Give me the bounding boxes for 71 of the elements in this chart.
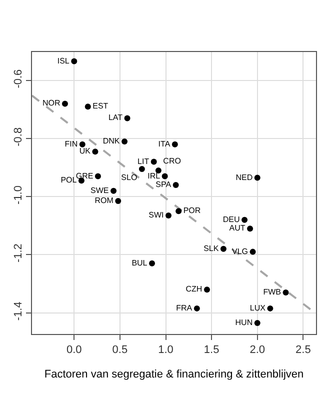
data-label: VLG — [232, 246, 248, 256]
data-label: SLO — [121, 172, 138, 182]
point — [176, 208, 182, 214]
data-label: ROM — [94, 196, 114, 205]
y-tick-label: -1.0 — [12, 185, 25, 204]
data-label: BUL — [132, 258, 148, 268]
point — [247, 226, 254, 232]
data-label: SWI — [148, 210, 164, 220]
point — [150, 158, 157, 165]
point — [250, 248, 256, 255]
point — [84, 104, 91, 110]
data-label: SWE — [90, 186, 109, 195]
point — [79, 141, 86, 148]
data-label: LUX — [250, 303, 266, 312]
point — [172, 182, 179, 188]
point — [267, 305, 274, 312]
point — [194, 305, 200, 312]
x-axis-title: Factoren van segregatie & financiering & zittenblijven — [44, 368, 304, 380]
data-label: GRE — [76, 171, 94, 180]
point — [172, 141, 178, 148]
point — [282, 289, 289, 296]
point — [254, 174, 260, 181]
data-label: CZH — [186, 284, 202, 294]
x-tick-label: 2.0 — [250, 344, 266, 356]
point — [220, 246, 226, 252]
point — [62, 100, 68, 107]
data-label: NED — [236, 172, 253, 182]
y-tick-label: -0.6 — [12, 69, 25, 88]
data-label: FRA — [176, 303, 193, 312]
x-tick-label: 1.5 — [204, 344, 220, 356]
x-tick-label: 2.5 — [296, 344, 311, 356]
data-label: AUT — [229, 224, 246, 233]
data-label: HUN — [235, 318, 253, 327]
data-label: FIN — [64, 139, 78, 148]
data-label: EST — [92, 102, 108, 111]
y-tick-label: -1.4 — [12, 302, 25, 321]
data-label: LAT — [108, 113, 123, 122]
data-label: DNK — [102, 136, 120, 146]
point — [254, 320, 260, 326]
point — [124, 115, 130, 122]
point — [92, 148, 98, 155]
data-label: LIT — [138, 156, 150, 166]
data-label: CRO — [163, 156, 181, 166]
point — [94, 173, 101, 180]
data-label: ITA — [158, 139, 171, 148]
data-label: POL — [60, 176, 78, 185]
point — [71, 58, 78, 64]
point — [149, 260, 156, 266]
point — [110, 188, 117, 194]
data-label: SLK — [204, 244, 220, 253]
point — [166, 212, 172, 219]
point — [155, 167, 162, 174]
y-tick-label: -0.8 — [12, 127, 25, 146]
data-label: UK — [79, 146, 92, 156]
point — [115, 198, 122, 204]
point — [122, 138, 128, 144]
data-label: DEU — [222, 214, 240, 224]
point — [162, 173, 168, 180]
point — [204, 286, 210, 293]
data-label: FWB — [263, 287, 282, 296]
data-label: POR — [183, 206, 201, 216]
point — [138, 166, 145, 172]
data-label: NOR — [42, 98, 60, 108]
data-label: IRL — [148, 171, 161, 180]
y-tick-label: -1.2 — [12, 244, 25, 263]
data-label: SPA — [156, 180, 172, 190]
data-label: ISL — [57, 56, 70, 66]
x-tick-label: 0.0 — [66, 344, 82, 356]
x-tick-label: 1.0 — [158, 344, 174, 356]
x-tick-label: 0.5 — [112, 344, 128, 356]
point — [242, 216, 248, 223]
